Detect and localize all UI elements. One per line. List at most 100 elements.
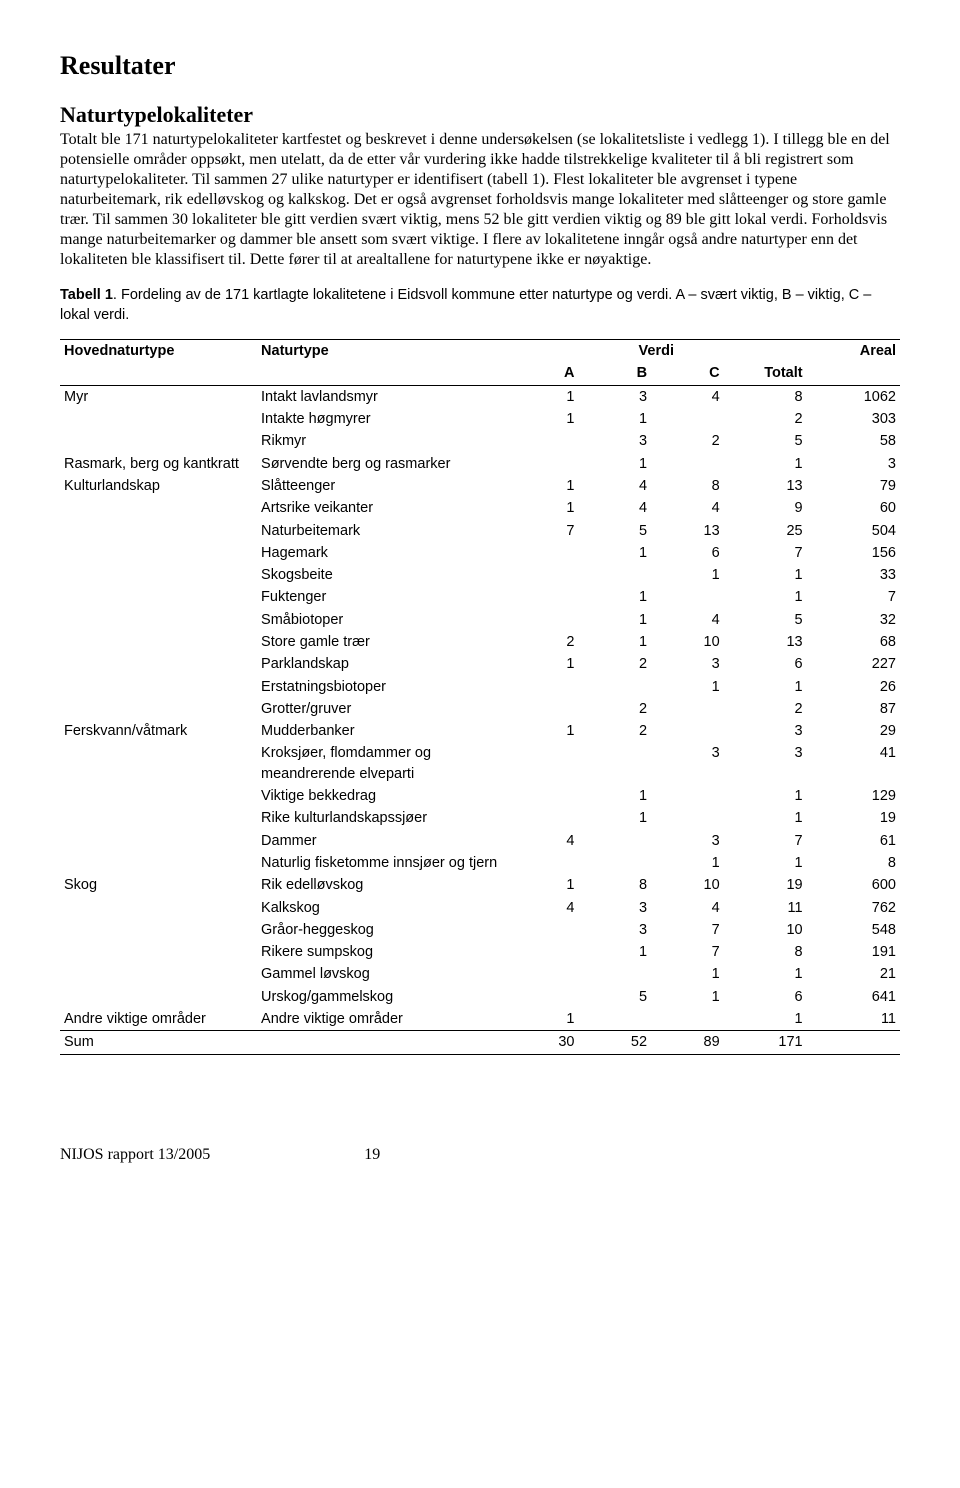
cell-b [578,963,651,985]
cell-naturtype: Fuktenger [257,586,506,608]
cell-c: 1 [651,963,724,985]
cell-a [506,742,579,785]
cell-a: 1 [506,874,579,896]
cell-b [578,564,651,586]
cell-hovednaturtype: Andre viktige områder [60,1008,257,1031]
table-row: Store gamle trær21101368 [60,631,900,653]
cell-totalt: 1 [724,807,807,829]
table-row: Gråor-heggeskog3710548 [60,919,900,941]
table-row: Dammer43761 [60,830,900,852]
cell-areal: 79 [807,475,900,497]
cell-totalt: 7 [724,542,807,564]
cell-a: 1 [506,497,579,519]
cell-hovednaturtype: Ferskvann/våtmark [60,720,257,742]
table-caption-text: . Fordeling av de 171 kartlagte lokalite… [60,287,871,323]
cell-b [578,742,651,785]
cell-a [506,963,579,985]
cell-hovednaturtype: Skog [60,874,257,896]
cell-hovednaturtype [60,631,257,653]
cell-c: 8 [651,475,724,497]
cell-naturtype: Naturlig fisketomme innsjøer og tjern [257,852,506,874]
cell-b: 3 [578,897,651,919]
table-row: Grotter/gruver2287 [60,698,900,720]
cell-hovednaturtype: Myr [60,385,257,408]
footer-page-number: 19 [364,1145,380,1165]
cell-b: 52 [578,1031,651,1054]
cell-areal: 191 [807,941,900,963]
cell-areal: 33 [807,564,900,586]
cell-hovednaturtype [60,609,257,631]
cell-totalt: 171 [724,1031,807,1054]
cell-naturtype: Rike kulturlandskapssjøer [257,807,506,829]
cell-a: 7 [506,520,579,542]
cell-a: 4 [506,897,579,919]
cell-hovednaturtype [60,941,257,963]
cell-a: 1 [506,408,579,430]
cell-c: 1 [651,564,724,586]
cell-b [578,1008,651,1031]
cell-b: 3 [578,430,651,452]
table-row: Viktige bekkedrag11129 [60,785,900,807]
cell-c [651,698,724,720]
cell-a [506,698,579,720]
cell-a [506,586,579,608]
cell-areal: 8 [807,852,900,874]
cell-b: 2 [578,720,651,742]
th-b: B [578,362,651,385]
cell-totalt: 13 [724,475,807,497]
cell-areal: 129 [807,785,900,807]
cell-naturtype: Rikere sumpskog [257,941,506,963]
cell-hovednaturtype [60,963,257,985]
cell-c: 89 [651,1031,724,1054]
table-row: Rasmark, berg og kantkrattSørvendte berg… [60,453,900,475]
cell-areal: 1062 [807,385,900,408]
table-row: Kalkskog43411762 [60,897,900,919]
cell-areal [807,1031,900,1054]
cell-totalt: 6 [724,986,807,1008]
cell-areal: 548 [807,919,900,941]
cell-c: 10 [651,874,724,896]
cell-areal: 68 [807,631,900,653]
cell-b: 1 [578,631,651,653]
cell-blank [257,1031,506,1054]
cell-naturtype: Gammel løvskog [257,963,506,985]
cell-areal: 19 [807,807,900,829]
table-caption: Tabell 1. Fordeling av de 171 kartlagte … [60,286,900,325]
cell-hovednaturtype [60,520,257,542]
cell-a [506,807,579,829]
cell-b: 1 [578,807,651,829]
cell-areal: 7 [807,586,900,608]
cell-totalt: 1 [724,852,807,874]
cell-totalt: 5 [724,609,807,631]
cell-hovednaturtype [60,807,257,829]
cell-b: 1 [578,941,651,963]
cell-areal: 26 [807,676,900,698]
cell-totalt: 10 [724,919,807,941]
cell-a [506,676,579,698]
cell-totalt: 5 [724,430,807,452]
cell-a: 1 [506,1008,579,1031]
cell-areal: 60 [807,497,900,519]
cell-areal: 641 [807,986,900,1008]
cell-naturtype: Hagemark [257,542,506,564]
cell-totalt: 1 [724,785,807,807]
cell-totalt: 1 [724,676,807,698]
cell-c: 4 [651,897,724,919]
cell-hovednaturtype [60,852,257,874]
cell-a [506,609,579,631]
table-row: Småbiotoper14532 [60,609,900,631]
cell-a [506,852,579,874]
cell-naturtype: Gråor-heggeskog [257,919,506,941]
cell-hovednaturtype [60,586,257,608]
cell-hovednaturtype [60,653,257,675]
table-row: Rikmyr32558 [60,430,900,452]
th-c: C [651,362,724,385]
cell-totalt: 1 [724,586,807,608]
table-row: Erstatningsbiotoper1126 [60,676,900,698]
cell-a: 2 [506,631,579,653]
cell-hovednaturtype [60,897,257,919]
cell-hovednaturtype [60,542,257,564]
table-row: Rikere sumpskog178191 [60,941,900,963]
cell-areal: 156 [807,542,900,564]
cell-a [506,919,579,941]
